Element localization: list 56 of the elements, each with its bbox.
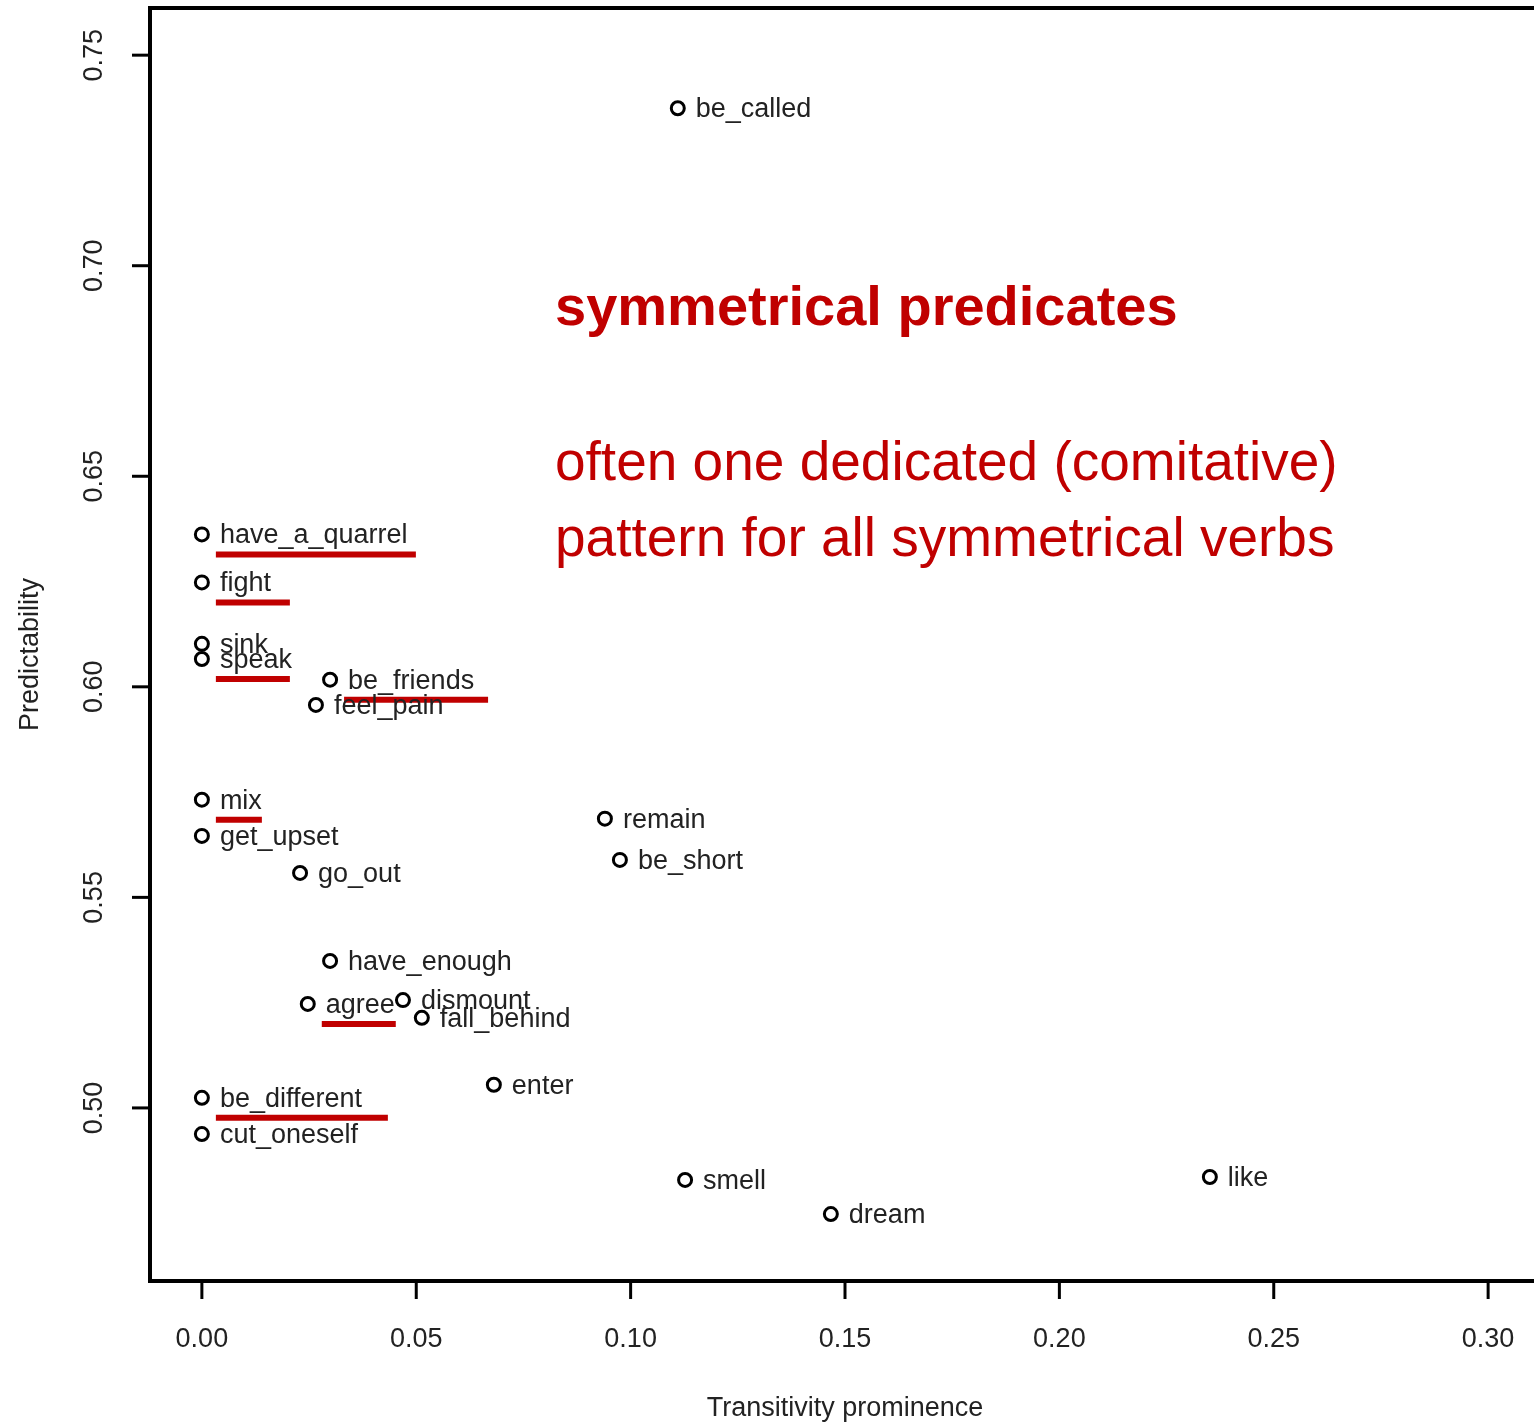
point (307, 696, 324, 713)
x-tick-label: 0.10 (604, 1323, 657, 1353)
data-label: go_out (318, 857, 402, 888)
point (193, 827, 210, 844)
y-tick-label: 0.60 (78, 660, 108, 714)
data-label: cut_oneself (219, 1119, 359, 1150)
point (292, 864, 309, 881)
x-axis-title: Transitivity prominence (706, 1392, 984, 1422)
annotation: often one dedicated (comitative) pattern for all symmetrical verbs (555, 430, 1338, 568)
data-label: have_a_quarrel (219, 519, 408, 550)
data-label: dream (848, 1199, 926, 1230)
point (193, 791, 210, 808)
point (322, 671, 339, 688)
data-label: mix (219, 784, 263, 815)
x-tick-label: 0.20 (1033, 1323, 1086, 1353)
x-tick-label: 0.05 (389, 1323, 443, 1353)
point (193, 526, 210, 543)
point (193, 574, 210, 591)
point (596, 810, 613, 827)
data-label: be_different (219, 1082, 363, 1113)
point (193, 1126, 210, 1143)
point (193, 651, 210, 668)
data-label: like (1227, 1161, 1269, 1192)
y-tick-label: 0.70 (78, 239, 108, 292)
data-label: smell (703, 1164, 767, 1195)
point (485, 1076, 502, 1093)
point (822, 1206, 839, 1223)
data-label: fight (219, 567, 272, 598)
y-axis-title: Predictability (14, 577, 44, 732)
data-label: be_friends (348, 664, 475, 695)
point (1201, 1168, 1218, 1185)
x-tick-label: 0.30 (1461, 1323, 1515, 1353)
data-label: have_enough (348, 945, 512, 976)
point (413, 1009, 430, 1026)
data-label: remain (622, 803, 706, 834)
point (322, 952, 339, 969)
x-tick-label: 0.15 (818, 1323, 872, 1353)
point (193, 1089, 210, 1106)
point (677, 1171, 694, 1188)
x-tick-label: 0.25 (1247, 1323, 1301, 1353)
point (193, 635, 210, 652)
y-tick-label: 0.65 (78, 449, 108, 503)
y-tick-label: 0.55 (78, 871, 108, 924)
data-label: be_short (637, 844, 744, 875)
data-label: agree (325, 988, 395, 1019)
y-tick-label: 0.50 (78, 1081, 108, 1135)
point (394, 992, 411, 1009)
x-tick-label: 0.00 (175, 1323, 229, 1353)
annotation: symmetrical predicates (555, 274, 1178, 337)
point (611, 851, 628, 868)
y-tick-label: 0.75 (78, 28, 108, 82)
data-label: be_called (695, 93, 812, 124)
point (299, 995, 316, 1012)
data-label: get_upset (219, 820, 339, 851)
data-label: enter (511, 1069, 574, 1100)
point (669, 100, 686, 117)
